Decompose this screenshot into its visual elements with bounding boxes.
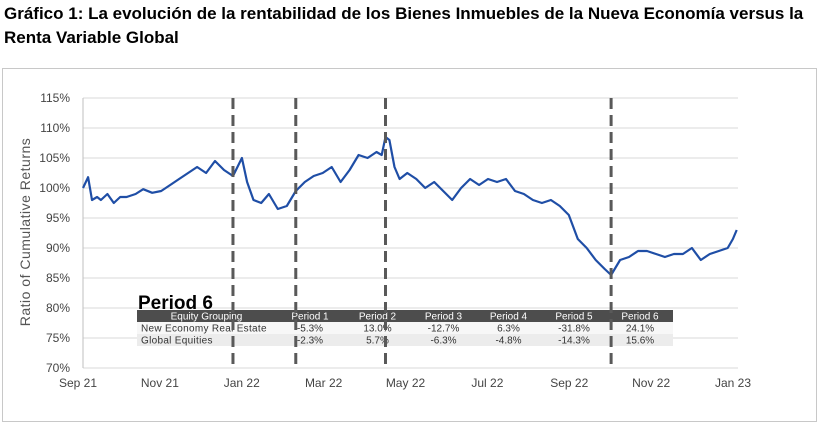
table-cell: 5.7% — [366, 336, 389, 347]
table-cell: Global Equities — [141, 336, 213, 347]
chart-frame — [2, 68, 817, 422]
x-tick-label: Nov 21 — [141, 376, 179, 390]
series-layer — [82, 135, 738, 277]
table-cell: New Economy Real Estate — [141, 324, 267, 335]
table-cell: -31.8% — [558, 324, 590, 335]
table-cell: -5.3% — [297, 324, 323, 335]
y-tick-label: 90% — [46, 241, 70, 255]
table-row-bg — [137, 322, 673, 334]
table-header-cell: Period 5 — [555, 312, 593, 323]
y-tick-label: 75% — [46, 331, 70, 345]
x-tick-label: May 22 — [386, 376, 426, 390]
gridlines — [82, 97, 738, 369]
y-tick-label: 85% — [46, 271, 70, 285]
x-tick-label: Jan 22 — [224, 376, 260, 390]
period-dividers — [231, 98, 613, 368]
y-tick-label: 70% — [46, 361, 70, 375]
table-header-cell: Period 1 — [291, 312, 329, 323]
y-tick-label: 110% — [40, 121, 70, 135]
figure-title: Gráfico 1: La evolución de la rentabilid… — [4, 4, 804, 47]
table-header-cell: Period 2 — [359, 312, 397, 323]
series-line — [82, 135, 738, 277]
table-header-bg — [137, 310, 673, 322]
x-tick-label: Sep 21 — [59, 376, 97, 390]
table-cell: -6.3% — [430, 336, 456, 347]
table-cell: -12.7% — [428, 324, 460, 335]
y-tick-label: 95% — [46, 211, 70, 225]
table-cell: -14.3% — [558, 336, 590, 347]
y-axis-ticks: 70% 75% 80% 85% 90% 95% 100% 105% 110% 115% — [39, 91, 70, 375]
y-tick-label: 115% — [40, 91, 70, 105]
y-tick-label: 105% — [39, 151, 70, 165]
table-cell: -2.3% — [297, 336, 323, 347]
y-tick-label: 80% — [46, 301, 70, 315]
x-tick-label: Nov 22 — [632, 376, 670, 390]
x-tick-label: Sep 22 — [550, 376, 588, 390]
table-header-cell: Period 6 — [621, 312, 659, 323]
x-tick-label: Mar 22 — [305, 376, 343, 390]
table-cell: 6.3% — [497, 324, 520, 335]
period-annotation: Period 6 — [138, 293, 213, 314]
table-header-cell: Equity Grouping — [171, 312, 243, 323]
table-header-cell: Period 4 — [490, 312, 528, 323]
x-axis-ticks: Sep 21 Nov 21 Jan 22 Mar 22 May 22 Jul 22 Sep … — [59, 376, 751, 390]
table-header-cell: Period 3 — [425, 312, 463, 323]
y-axis-label: Ratio of Cumulative Returns — [17, 138, 33, 327]
y-tick-label: 100% — [39, 181, 70, 195]
x-tick-label: Jan 23 — [715, 376, 751, 390]
table-row-bg — [137, 334, 673, 346]
table-cell: -4.8% — [495, 336, 521, 347]
x-tick-label: Jul 22 — [471, 376, 503, 390]
table-cell: 13.0% — [363, 324, 391, 335]
returns-table: Equity Grouping Period 1 Period 2 Period 3 P… — [137, 310, 673, 347]
table-cell: 24.1% — [626, 324, 654, 335]
table-cell: 15.6% — [626, 336, 654, 347]
